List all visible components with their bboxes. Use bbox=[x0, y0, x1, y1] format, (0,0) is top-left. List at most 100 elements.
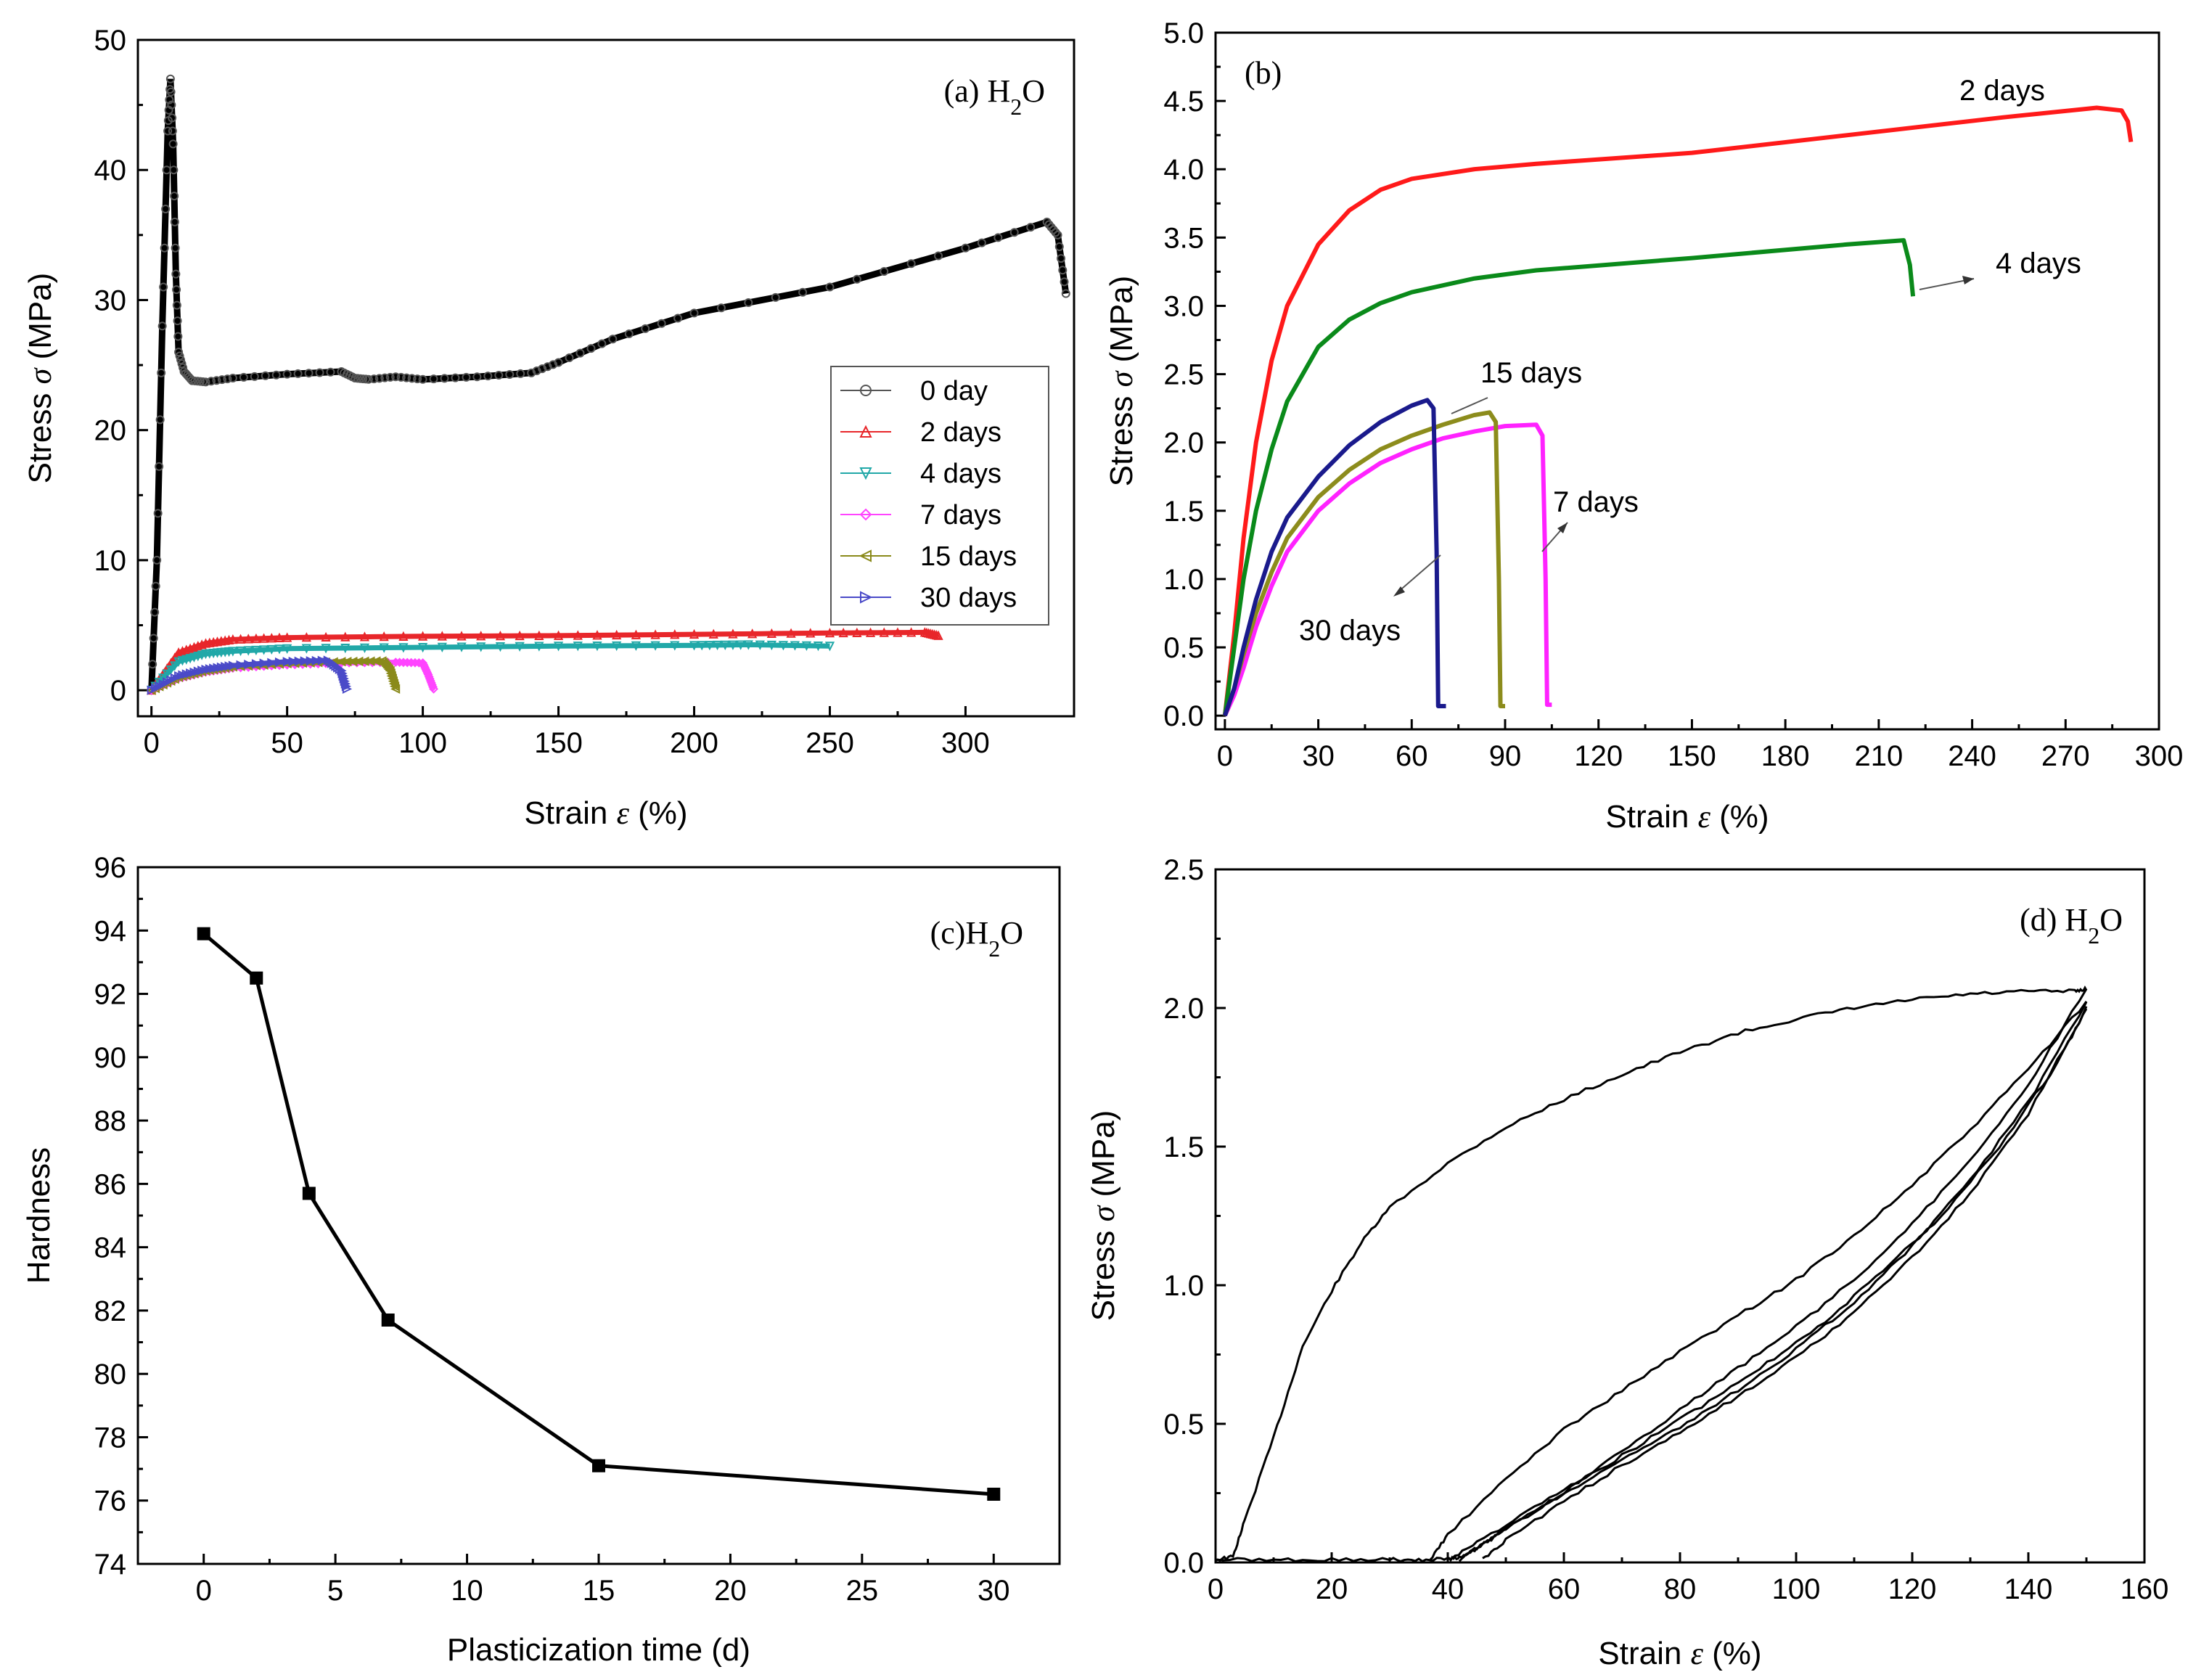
series-a-point-0-day-42 bbox=[166, 87, 176, 97]
x-tick-label-d-1: 20 bbox=[1316, 1573, 1348, 1605]
series-a-point-0-day-192 bbox=[532, 366, 541, 375]
series-b-30-days bbox=[1223, 398, 1446, 717]
series-a-point-0-day-228 bbox=[798, 287, 808, 297]
series-a-point-0-day-170 bbox=[418, 374, 427, 384]
legend-label-30-days: 30 days bbox=[920, 583, 1017, 613]
series-a-point-0-day-76 bbox=[177, 359, 187, 369]
y-tick-label-c-8: 90 bbox=[94, 1042, 127, 1074]
series-a-point-2-days-70 bbox=[417, 631, 428, 641]
series-a-point-0-day-100 bbox=[201, 377, 210, 387]
y-tick-label-b-5: 2.5 bbox=[1163, 359, 1204, 391]
series-a-point-0-day-164 bbox=[402, 373, 411, 382]
series-a-point-4-days-44 bbox=[235, 646, 246, 657]
series-a-point-4-days-122 bbox=[801, 641, 812, 651]
series-a-point-7-days-124 bbox=[428, 682, 438, 692]
y-tick-label-c-9: 92 bbox=[94, 979, 127, 1011]
series-a-point-2-days-140 bbox=[933, 630, 943, 640]
series-a-point-0-day-54 bbox=[170, 192, 179, 201]
series-a-point-0-day-180 bbox=[472, 372, 482, 382]
series-a-point-4-days-86 bbox=[573, 642, 583, 652]
series-a-30-days bbox=[147, 655, 353, 695]
series-a-point-4-days-52 bbox=[266, 644, 276, 655]
series-a-point-0-day-66 bbox=[173, 316, 182, 326]
series-a-point-4-days-82 bbox=[534, 642, 544, 652]
y-tick-label-c-1: 76 bbox=[94, 1486, 127, 1517]
legend-marker-4-days bbox=[859, 467, 872, 480]
x-tick-label-d-4: 80 bbox=[1664, 1573, 1697, 1605]
series-a-point-4-days-12 bbox=[170, 661, 180, 671]
y-tick-label-c-3: 80 bbox=[94, 1359, 127, 1390]
series-a-point-2-days-60 bbox=[321, 631, 331, 642]
panel-c-title: (c)H2O bbox=[930, 915, 1023, 962]
series-a-point-0-day-4 bbox=[149, 634, 158, 643]
y-tick-label-a-1: 10 bbox=[94, 545, 127, 577]
series-a-point-0-day-122 bbox=[293, 369, 303, 378]
series-a-point-4-days-62 bbox=[340, 644, 351, 654]
series-a-point-4-days-98 bbox=[689, 641, 700, 651]
series-a-point-4-days-54 bbox=[274, 644, 284, 655]
series-a-point-0-day-190 bbox=[527, 368, 536, 377]
series-a-point-30-days-48 bbox=[251, 659, 262, 669]
series-a-point-0-day-40 bbox=[165, 74, 175, 83]
legend-label-4-days: 4 days bbox=[920, 459, 1001, 489]
series-a-point-2-days-52 bbox=[266, 633, 276, 643]
series-a-point-4-days-76 bbox=[476, 642, 486, 652]
legend-marker-30-days bbox=[860, 591, 873, 604]
series-a-point-0-day-214 bbox=[641, 324, 650, 333]
x-tick-label-a-6: 300 bbox=[941, 727, 990, 759]
hardness-point-1 bbox=[250, 971, 263, 985]
y-tick-label-d-5: 2.5 bbox=[1163, 854, 1204, 886]
x-tick-label-d-3: 60 bbox=[1548, 1573, 1581, 1605]
series-a-point-4-days-8 bbox=[162, 669, 172, 679]
series-a-point-0-day-232 bbox=[852, 274, 861, 284]
hardness-point-0 bbox=[197, 927, 210, 941]
x-tick-label-d-0: 0 bbox=[1208, 1573, 1224, 1605]
series-a-4-days bbox=[147, 640, 835, 696]
series-a-point-0-day-230 bbox=[825, 282, 835, 292]
hardness-point-5 bbox=[987, 1488, 1001, 1501]
series-a-point-0-day-186 bbox=[505, 369, 515, 379]
series-a-point-4-days-108 bbox=[728, 640, 738, 650]
series-a-point-0-day-30 bbox=[163, 126, 173, 136]
series-a-point-0-day-68 bbox=[173, 332, 183, 341]
y-tick-label-b-0: 0.0 bbox=[1163, 700, 1204, 732]
series-b-2-days bbox=[1222, 105, 2134, 716]
series-a-point-0-day-108 bbox=[223, 374, 232, 384]
y-tick-label-b-10: 5.0 bbox=[1163, 17, 1204, 49]
y-tick-label-b-8: 4.0 bbox=[1163, 154, 1204, 186]
series-a-point-0-day-216 bbox=[657, 319, 666, 328]
x-tick-label-b-2: 60 bbox=[1396, 740, 1428, 772]
series-a-point-0-day-204 bbox=[575, 348, 585, 358]
series-a-point-7-days-118 bbox=[425, 676, 435, 686]
series-a-point-0-day-112 bbox=[239, 372, 248, 382]
panel-c-hardness: 0 5 10 15 20 25 30 74 76 78 80 82 84 86 88 90 92 94 96 (c)… bbox=[21, 852, 1061, 1668]
panel-b-title: (b) bbox=[1245, 55, 1282, 91]
series-a-point-0-day-234 bbox=[880, 267, 889, 276]
series-a-point-2-days-84 bbox=[553, 630, 564, 640]
series-a-point-0-day-110 bbox=[228, 374, 237, 382]
y-tick-label-a-3: 30 bbox=[94, 284, 127, 316]
x-tick-label-c-3: 15 bbox=[583, 1575, 615, 1607]
series-a-point-30-days-44 bbox=[236, 660, 246, 670]
series-a-point-0-day-266 bbox=[1058, 266, 1068, 275]
series-a-point-0-day-270 bbox=[1061, 289, 1070, 298]
series-a-point-0-day-8 bbox=[151, 581, 160, 591]
series-a-point-0-day-118 bbox=[271, 370, 281, 380]
x-tick-label-d-5: 100 bbox=[1772, 1573, 1821, 1605]
series-a-point-0-day-224 bbox=[744, 298, 753, 308]
series-a-point-30-days-58 bbox=[288, 656, 298, 667]
y-tick-label-b-2: 1.0 bbox=[1163, 564, 1204, 596]
x-tick-label-b-4: 120 bbox=[1574, 740, 1623, 772]
series-a-point-2-days-74 bbox=[456, 631, 467, 641]
series-a-point-0-day-194 bbox=[538, 364, 547, 374]
series-a-point-15-days-112 bbox=[390, 684, 401, 694]
x-tick-label-b-10: 300 bbox=[2135, 740, 2184, 772]
series-a-point-0-day-154 bbox=[374, 374, 384, 383]
series-a-point-4-days-88 bbox=[592, 641, 602, 652]
panel-b-x-axis-label: Strain ε (%) bbox=[1605, 799, 1769, 835]
series-a-0-day bbox=[147, 74, 1070, 695]
series-a-point-4-days-112 bbox=[743, 640, 753, 650]
x-tick-label-b-3: 90 bbox=[1489, 740, 1522, 772]
series-a-point-2-days-64 bbox=[359, 631, 370, 642]
series-a-point-0-day-256 bbox=[1049, 225, 1058, 234]
